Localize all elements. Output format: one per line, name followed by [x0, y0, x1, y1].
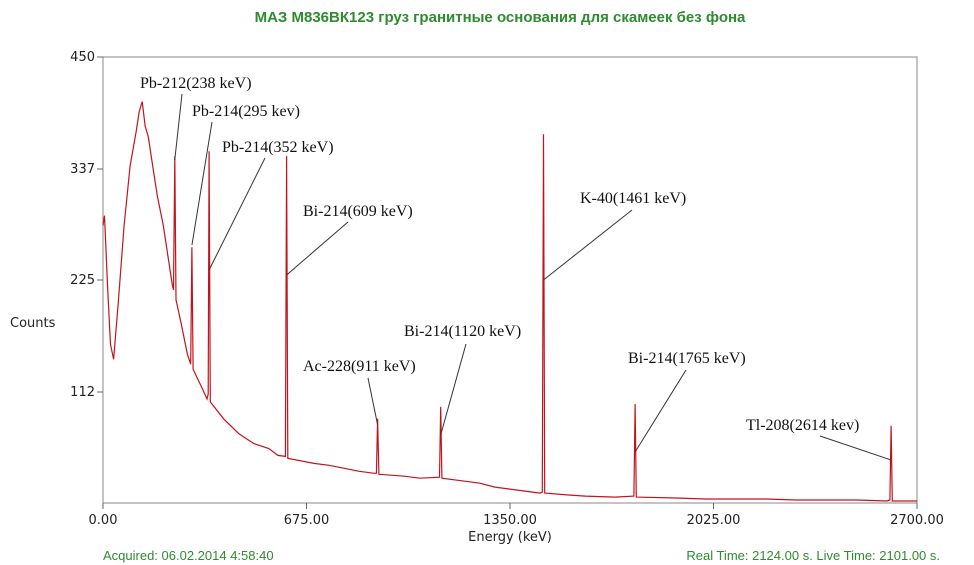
y-axis-label: Counts	[10, 316, 56, 331]
annotation-label: Pb-214(352 keV)	[222, 139, 334, 156]
y-tick-label: 112	[70, 385, 95, 400]
x-tick-label: 2700.00	[890, 513, 944, 528]
annotation-label: Bi-214(1120 keV)	[404, 323, 521, 340]
spectrum-line	[102, 101, 917, 502]
x-axis-label: Energy (keV)	[468, 530, 552, 545]
annotation-leader	[819, 435, 892, 461]
x-tick-label: 675.00	[284, 513, 330, 528]
annotation-label: Bi-214(609 keV)	[303, 203, 413, 220]
annotation-leader	[634, 369, 687, 453]
chart-title: МАЗ М836ВК123 груз гранитные основания д…	[255, 9, 746, 26]
plot-frame	[102, 56, 918, 504]
y-tick-label: 450	[70, 50, 95, 65]
annotation-label: K-40(1461 keV)	[580, 190, 686, 207]
x-tick-label: 2025.00	[687, 513, 741, 528]
annotation-leader	[286, 221, 349, 276]
annotation-leader	[543, 209, 633, 281]
y-tick-label: 225	[70, 273, 95, 288]
x-tick-label: 0.00	[89, 513, 118, 528]
annotation-label: Pb-212(238 keV)	[140, 75, 252, 92]
annotation-leader	[367, 377, 379, 426]
annotation-label: Ac-228(911 keV)	[303, 358, 416, 375]
annotation-label: Bi-214(1765 keV)	[628, 350, 746, 367]
annotation-leader	[191, 121, 213, 246]
annotation-label: Tl-208(2614 kev)	[746, 417, 859, 434]
annotation-leader	[208, 157, 266, 271]
y-tick-label: 337	[70, 162, 95, 177]
annotation-leader	[174, 93, 183, 161]
x-tick-label: 1350.00	[483, 513, 537, 528]
time-text: Real Time: 2124.00 s. Live Time: 2101.00…	[686, 548, 940, 563]
acquired-text: Acquired: 06.02.2014 4:58:40	[103, 548, 274, 563]
annotation-leader	[440, 343, 467, 436]
annotation-label: Pb-214(295 kev)	[192, 103, 300, 120]
